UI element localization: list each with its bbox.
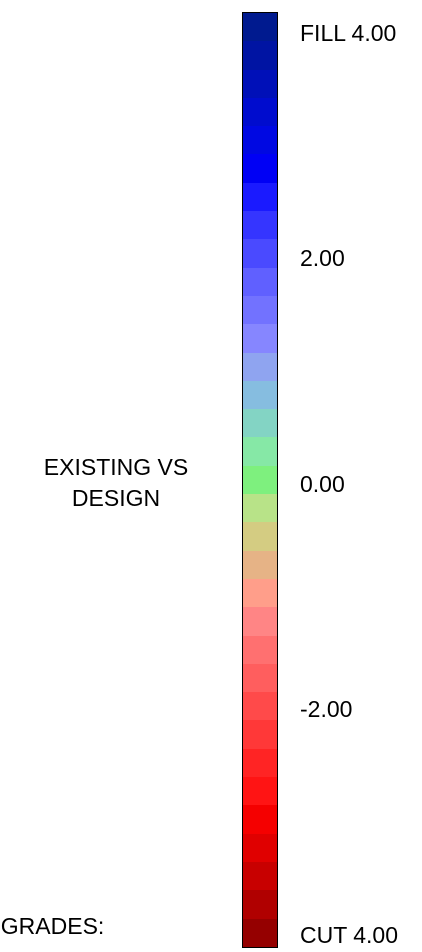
color-band-15 bbox=[243, 409, 277, 438]
color-band-29 bbox=[243, 805, 277, 834]
color-band-16 bbox=[243, 437, 277, 466]
color-band-28 bbox=[243, 777, 277, 806]
color-band-7 bbox=[243, 182, 277, 212]
color-band-3 bbox=[243, 69, 277, 98]
color-band-21 bbox=[243, 578, 277, 608]
color-band-8 bbox=[243, 211, 277, 240]
color-band-24 bbox=[243, 663, 277, 693]
tick-label-minus-2: -2.00 bbox=[300, 696, 353, 722]
legend-title: EXISTING VS DESIGN bbox=[18, 452, 214, 514]
tick-label-2: 2.00 bbox=[300, 245, 345, 271]
legend-title-line-2: DESIGN bbox=[71, 485, 161, 511]
color-band-17 bbox=[243, 465, 277, 495]
color-band-31 bbox=[243, 861, 277, 891]
color-band-11 bbox=[243, 295, 277, 325]
color-band-14 bbox=[243, 380, 277, 410]
tick-label-fill-4: FILL 4.00 bbox=[300, 20, 397, 46]
color-band-10 bbox=[243, 267, 277, 296]
color-scale-bar bbox=[242, 12, 278, 948]
color-band-12 bbox=[243, 324, 277, 353]
color-band-4 bbox=[243, 97, 277, 127]
color-band-25 bbox=[243, 692, 277, 721]
legend-title-line-1: EXISTING VS bbox=[43, 454, 189, 480]
color-band-6 bbox=[243, 154, 277, 183]
color-band-22 bbox=[243, 607, 277, 636]
tick-label-0: 0.00 bbox=[300, 471, 345, 497]
color-band-32 bbox=[243, 890, 277, 919]
color-band-30 bbox=[243, 833, 277, 862]
color-band-23 bbox=[243, 635, 277, 664]
color-band-13 bbox=[243, 352, 277, 381]
color-band-9 bbox=[243, 239, 277, 268]
color-band-20 bbox=[243, 550, 277, 579]
color-band-1 bbox=[243, 13, 277, 42]
tick-label-cut-4: CUT 4.00 bbox=[300, 922, 399, 948]
grades-label: I GRADES: bbox=[0, 913, 105, 939]
color-band-5 bbox=[243, 126, 277, 155]
color-band-19 bbox=[243, 522, 277, 551]
color-band-27 bbox=[243, 748, 277, 778]
color-band-26 bbox=[243, 720, 277, 749]
color-band-18 bbox=[243, 494, 277, 523]
color-band-2 bbox=[243, 41, 277, 70]
color-band-33 bbox=[243, 918, 277, 947]
